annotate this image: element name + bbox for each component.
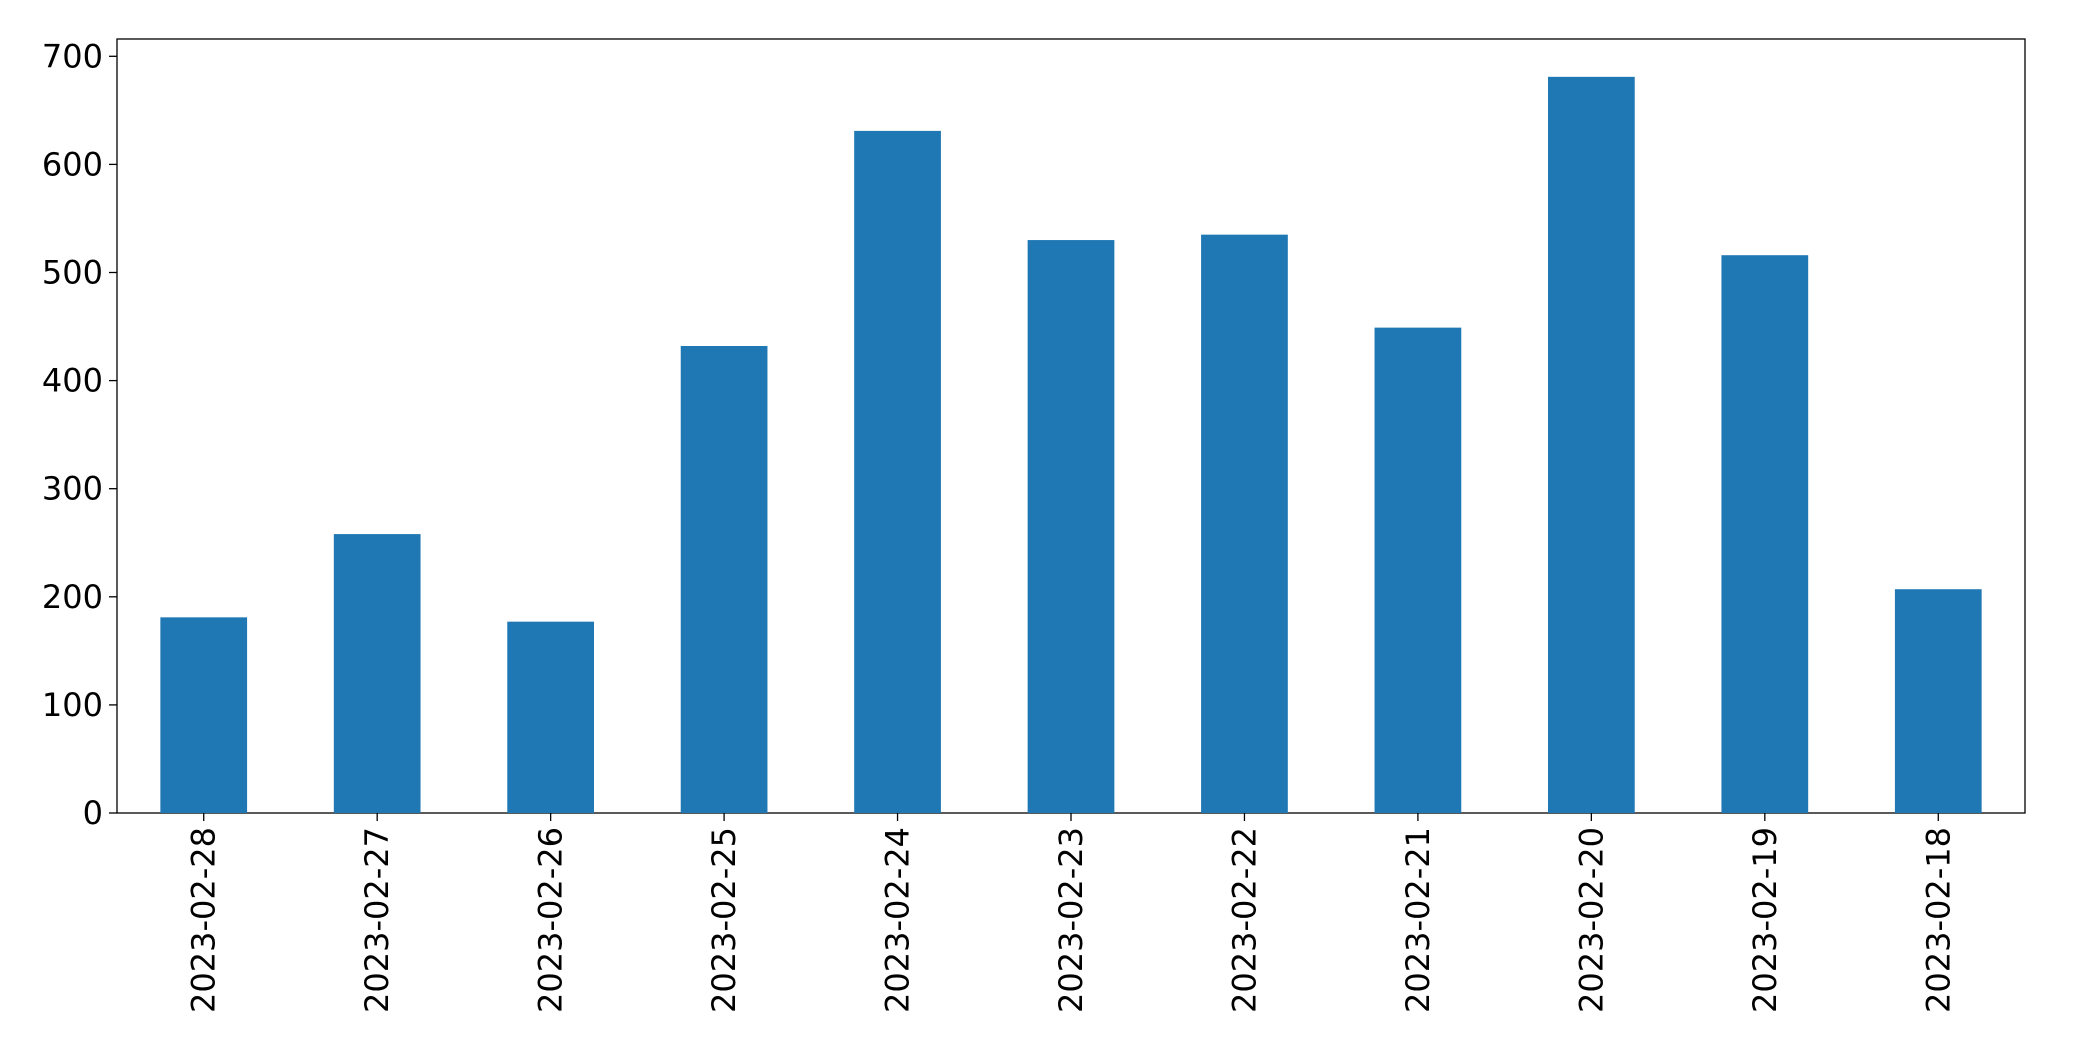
bar (507, 621, 594, 813)
bar (1721, 255, 1809, 813)
x-tick-label: 2023-02-22 (1225, 827, 1263, 1013)
bar (1374, 327, 1462, 813)
x-tick-label: 2023-02-27 (358, 827, 396, 1013)
y-tick-label: 500 (42, 253, 103, 291)
x-tick-label: 2023-02-18 (1919, 827, 1957, 1013)
y-tick-label: 200 (42, 578, 103, 616)
y-tick-label: 700 (42, 37, 103, 75)
bar (1201, 234, 1288, 814)
y-tick-label: 600 (42, 145, 103, 183)
y-tick-label: 100 (42, 686, 103, 724)
bar (333, 534, 421, 813)
bar (1027, 240, 1115, 814)
x-tick-label: 2023-02-28 (185, 827, 223, 1013)
x-tick-label: 2023-02-23 (1052, 827, 1090, 1013)
y-tick-label: 0 (83, 794, 103, 832)
bar (854, 130, 941, 813)
y-tick-label: 300 (42, 470, 103, 508)
x-tick-label: 2023-02-26 (532, 827, 570, 1013)
y-tick-label: 400 (42, 362, 103, 400)
x-tick-label: 2023-02-19 (1746, 827, 1784, 1013)
x-tick-label: 2023-02-25 (705, 827, 743, 1013)
bar (680, 346, 768, 813)
bar (160, 617, 248, 813)
x-tick-label: 2023-02-24 (879, 827, 917, 1013)
x-tick-label: 2023-02-20 (1572, 827, 1610, 1013)
bar (1548, 76, 1635, 813)
bar (1894, 589, 1982, 813)
x-tick-label: 2023-02-21 (1399, 827, 1437, 1013)
